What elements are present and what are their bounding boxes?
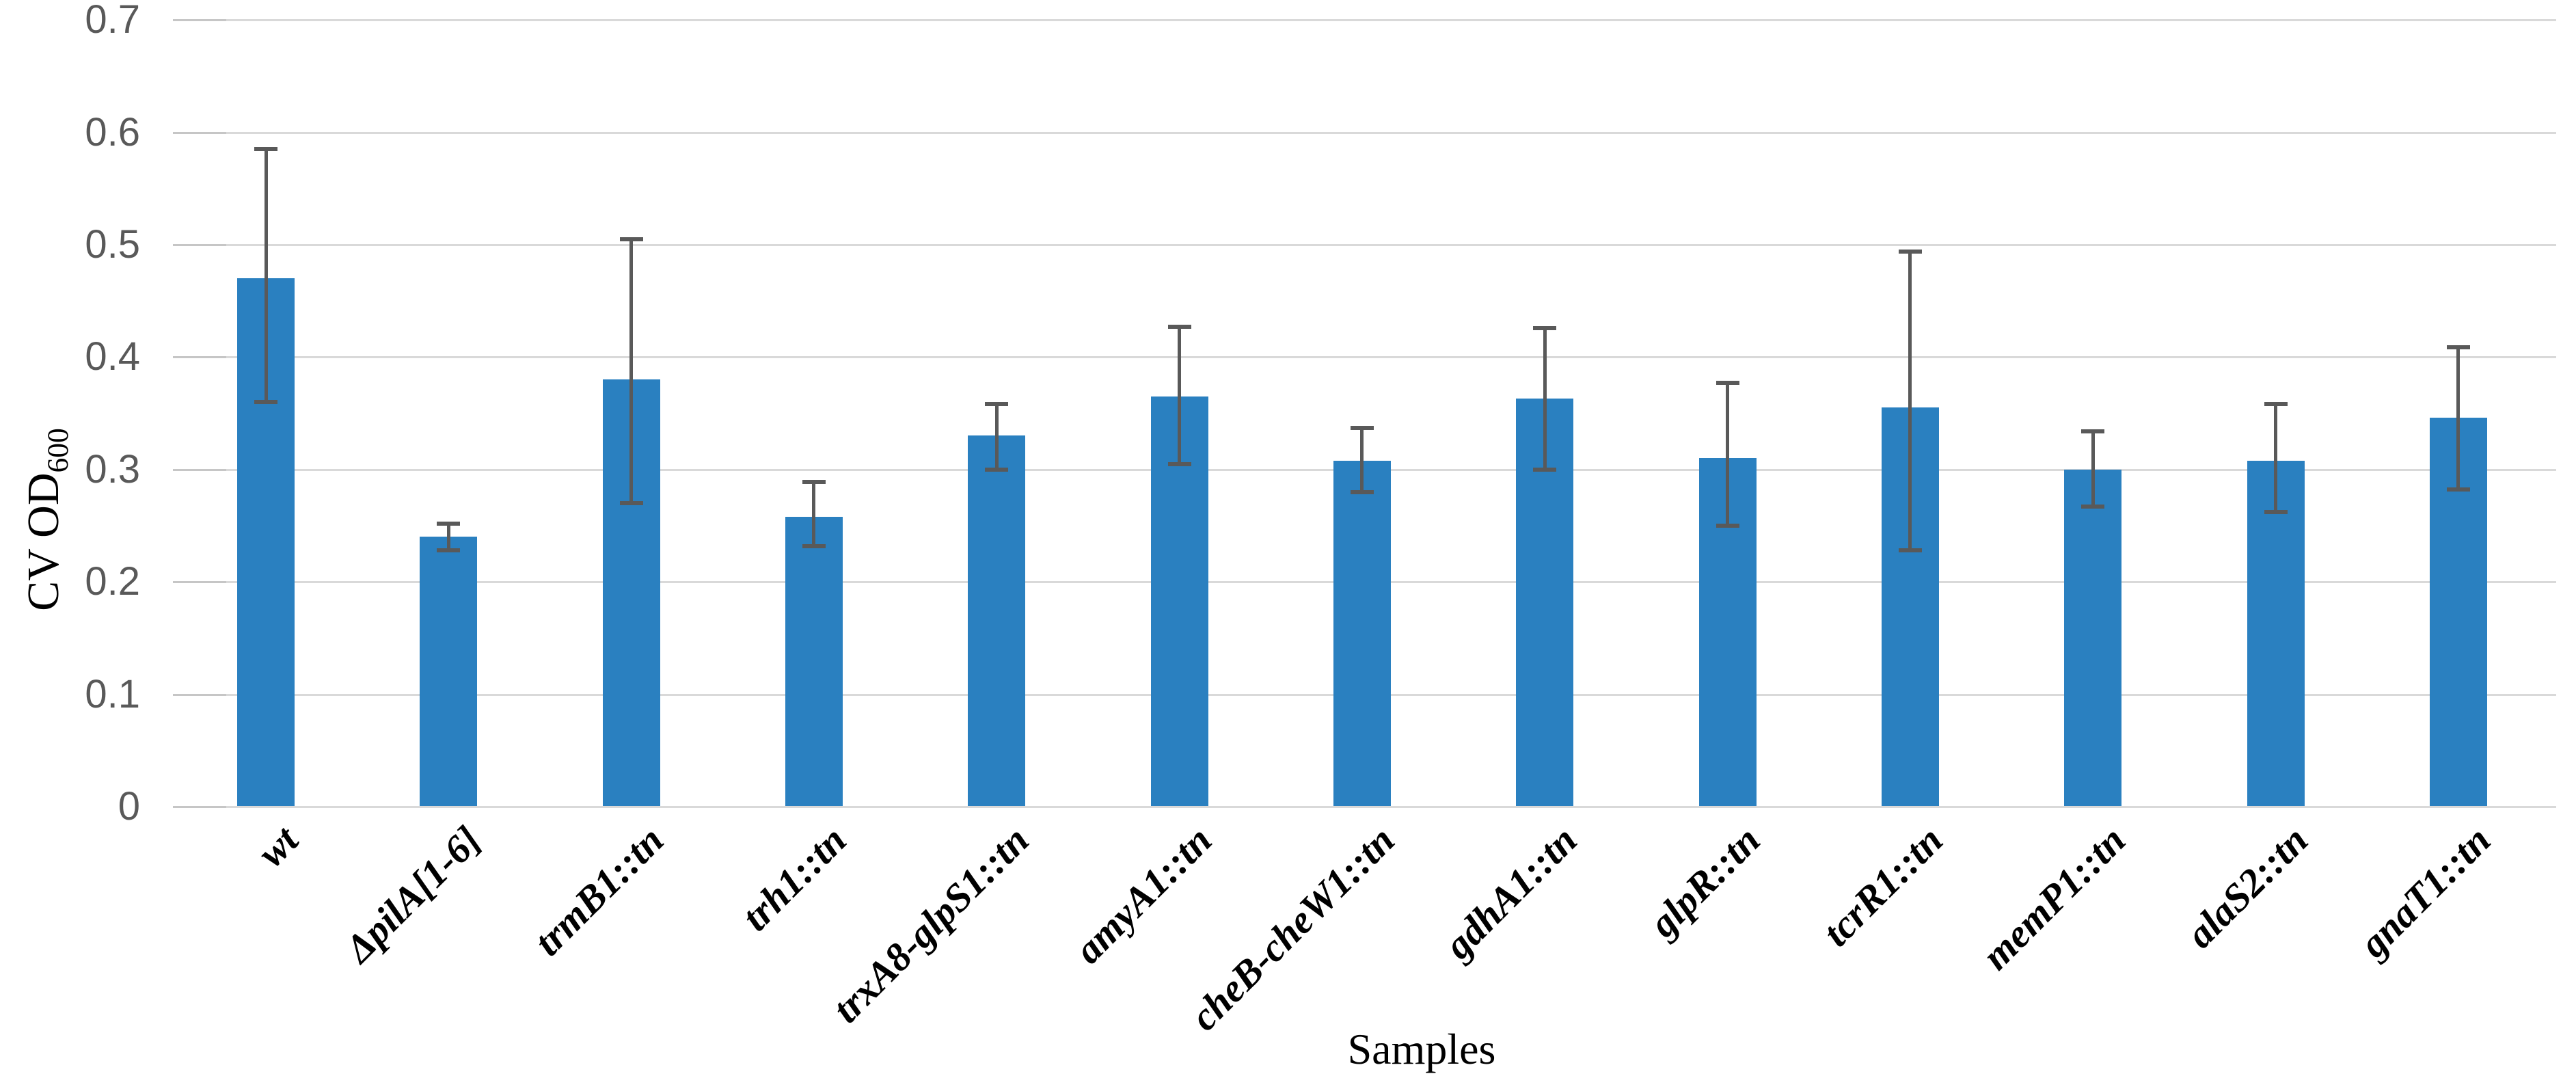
bar-2	[420, 537, 478, 806]
error-bar-cap-top	[2264, 402, 2288, 407]
y-axis-tick-mark	[173, 806, 226, 808]
error-bar-cap-top	[2081, 429, 2105, 433]
error-bar-cap-top	[619, 237, 643, 241]
error-bar-rod	[264, 149, 268, 403]
x-axis-tick-label: trh1::tn	[733, 817, 855, 940]
gridline	[173, 131, 2556, 134]
error-bar-rod	[1726, 383, 1730, 526]
error-bar-cap-bottom	[2264, 510, 2288, 515]
bar-5	[968, 435, 1026, 806]
y-axis-tick-mark	[173, 693, 226, 696]
error-bar-cap-top	[1533, 325, 1557, 330]
bar-7	[1333, 460, 1391, 806]
error-bar-rod	[629, 239, 634, 504]
y-axis-tick-label: 0	[118, 784, 140, 829]
y-axis-tick-label: 0.5	[85, 222, 140, 267]
y-axis-tick-mark	[173, 131, 226, 134]
x-axis-tick-label: amyA1::tn	[1066, 817, 1221, 972]
gridline	[173, 356, 2556, 359]
error-bar-cap-bottom	[2446, 487, 2470, 492]
error-bar-cap-top	[1716, 381, 1739, 386]
y-axis-tick-label: 0.3	[85, 446, 140, 492]
error-bar-cap-top	[254, 147, 277, 152]
y-axis-title-subscript: 600	[42, 428, 75, 473]
error-bar-rod	[1908, 251, 1912, 551]
error-bar-cap-bottom	[437, 548, 461, 553]
error-bar-cap-top	[1898, 249, 1922, 254]
x-axis-tick-label: memP1::tn	[1973, 817, 2134, 978]
error-bar-cap-bottom	[619, 501, 643, 506]
y-axis-tick-mark	[173, 581, 226, 584]
error-bar-cap-top	[985, 402, 1009, 407]
error-bar-rod	[1360, 427, 1364, 492]
error-bar-rod	[1178, 327, 1182, 464]
x-axis-tick-label: ΔpilA[1-6]	[336, 817, 490, 971]
x-axis-title: Samples	[1347, 1025, 1496, 1073]
y-axis-tick-mark	[173, 19, 226, 22]
x-axis-tick-label: trxA8-glpS1::tn	[824, 817, 1038, 1032]
x-axis-tick-label: trmB1::tn	[525, 817, 673, 965]
gridline	[173, 244, 2556, 246]
error-bar-cap-bottom	[1898, 548, 1922, 553]
y-axis-tick-label: 0.1	[85, 671, 140, 716]
error-bar-cap-bottom	[985, 467, 1009, 472]
x-axis-tick-label: alaS2::tn	[2178, 817, 2317, 957]
y-axis-title: CV OD600	[18, 428, 74, 611]
bar-11	[2064, 469, 2122, 806]
error-bar-rod	[994, 404, 999, 470]
error-bar-cap-top	[437, 521, 461, 526]
error-bar-rod	[2091, 431, 2095, 507]
y-axis-tick-label: 0.7	[85, 0, 140, 42]
error-bar-cap-bottom	[802, 543, 826, 548]
error-bar-rod	[2456, 347, 2460, 490]
error-bar-cap-top	[1167, 325, 1191, 329]
x-axis-tick-label: wt	[249, 817, 307, 876]
error-bar-rod	[1543, 327, 1547, 470]
error-bar-cap-top	[802, 479, 826, 484]
y-axis-tick-mark	[173, 356, 226, 359]
error-bar-cap-bottom	[2081, 505, 2105, 509]
error-bar-cap-top	[2446, 345, 2470, 349]
y-axis-title-text: CV OD	[18, 472, 68, 611]
bar-12	[2247, 460, 2305, 806]
error-bar-cap-top	[1350, 425, 1374, 430]
error-bar-rod	[812, 481, 816, 546]
error-bar-cap-bottom	[1533, 467, 1557, 472]
gridline	[173, 19, 2556, 22]
error-bar-rod	[2274, 404, 2278, 513]
y-axis-tick-mark	[173, 468, 226, 471]
bar-4	[785, 516, 843, 806]
y-axis-tick-label: 0.4	[85, 334, 140, 379]
x-axis-tick-label: gnaT1::tn	[2350, 817, 2499, 966]
error-bar-cap-bottom	[254, 400, 277, 405]
error-bar-cap-bottom	[1716, 524, 1739, 528]
error-bar-rod	[446, 523, 450, 551]
y-axis-tick-label: 0.6	[85, 109, 140, 154]
error-bar-cap-bottom	[1350, 489, 1374, 494]
x-axis-tick-label: glpR::tn	[1640, 817, 1769, 946]
error-bar-cap-bottom	[1167, 461, 1191, 466]
y-axis-tick-label: 0.2	[85, 559, 140, 604]
y-axis-tick-mark	[173, 244, 226, 246]
x-axis-tick-label: tcrR1::tn	[1813, 817, 1951, 955]
gridline	[173, 806, 2556, 808]
x-axis-tick-label: gdhA1::tn	[1435, 817, 1586, 968]
